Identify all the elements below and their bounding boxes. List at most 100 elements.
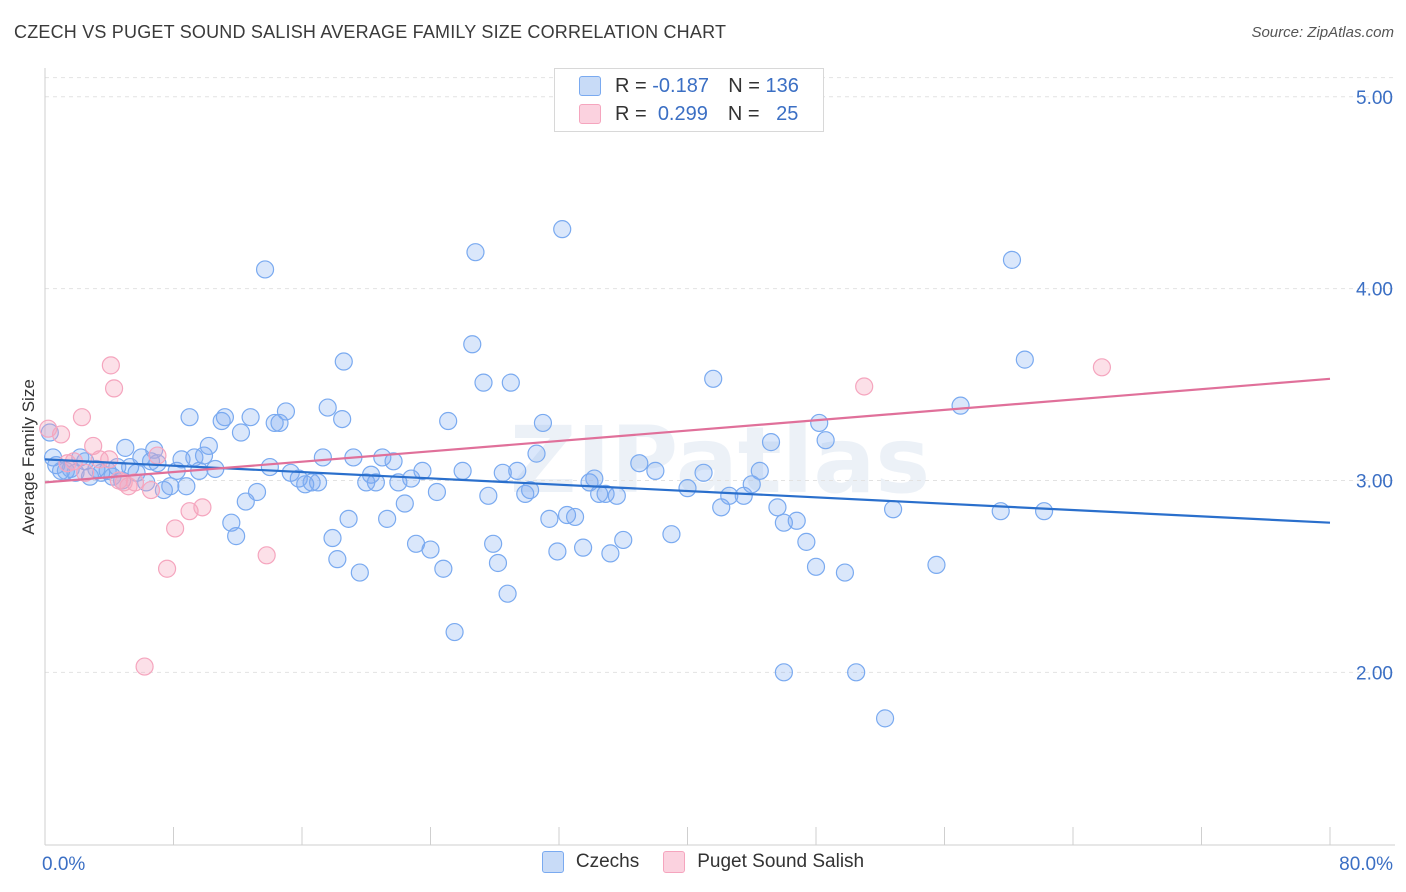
n-value: 136 [765, 74, 799, 97]
data-point [328, 550, 347, 569]
data-point [806, 557, 826, 576]
data-point [313, 448, 332, 467]
data-point [1015, 350, 1034, 369]
data-point [466, 243, 485, 262]
data-point [761, 433, 781, 452]
source-label: Source: ZipAtlas.com [1251, 24, 1394, 41]
data-point [855, 377, 874, 396]
data-point [378, 509, 397, 528]
n-label: N = [728, 74, 760, 97]
data-point [90, 450, 109, 469]
data-point [58, 454, 77, 473]
data-point [141, 480, 161, 500]
data-point [774, 663, 793, 682]
data-point [540, 509, 559, 528]
legend-label: Puget Sound Salish [697, 851, 865, 872]
data-point [548, 542, 567, 561]
data-point [694, 463, 713, 482]
watermark: ZIPatlas [510, 407, 930, 514]
r-label: R = [615, 74, 647, 97]
data-point [421, 540, 440, 559]
data-point [742, 475, 761, 494]
data-point [614, 530, 633, 550]
data-point [553, 220, 572, 239]
data-point [646, 461, 665, 480]
legend-row-czechs: R = -0.187 N = 136 [579, 73, 799, 99]
legend-row-salish: R = 0.299 N = 25 [579, 101, 798, 127]
data-point [720, 486, 739, 505]
y-axis-label: Average Family Size [19, 379, 38, 535]
data-point [427, 482, 447, 502]
data-point [1092, 358, 1112, 377]
legend-label: Czechs [575, 851, 640, 872]
data-point [520, 480, 540, 500]
data-point [51, 425, 71, 444]
data-point [479, 486, 498, 505]
data-point [678, 479, 697, 498]
x-tick-label-min: 0.0% [42, 854, 85, 875]
data-point [384, 452, 403, 471]
data-point [607, 486, 626, 505]
y-tick-label: 2.00 [1356, 663, 1393, 684]
data-point [125, 473, 145, 492]
data-point [101, 356, 120, 375]
data-point [247, 482, 267, 502]
data-point [308, 473, 328, 492]
data-point [498, 584, 517, 603]
x-tick-label-max: 80.0% [1339, 854, 1393, 875]
data-point [72, 408, 92, 427]
data-point [333, 409, 352, 429]
data-point [199, 436, 218, 456]
data-point [193, 498, 212, 517]
y-tick-label: 5.00 [1356, 88, 1393, 109]
data-point [590, 484, 609, 504]
data-point [413, 461, 432, 480]
data-point [662, 525, 681, 544]
data-point [847, 663, 866, 682]
legend-item-salish: Puget Sound Salish [663, 851, 864, 873]
data-point [323, 528, 342, 548]
data-point [533, 413, 553, 433]
czechs-legend-swatch [541, 851, 564, 873]
data-point [145, 440, 164, 459]
data-point [453, 461, 472, 480]
data-point [339, 509, 358, 528]
data-point [265, 413, 284, 433]
data-point [596, 484, 615, 504]
correlation-legend: R = -0.187 N = 136 R = 0.299 N = 25 [554, 68, 824, 132]
data-point [501, 373, 520, 392]
data-point [1002, 250, 1022, 269]
data-point [585, 469, 604, 488]
data-point [241, 408, 260, 427]
data-point [797, 532, 816, 551]
data-point [135, 657, 154, 676]
data-point [270, 413, 289, 433]
czechs-swatch [579, 76, 601, 96]
data-point [927, 555, 946, 574]
data-point [177, 477, 196, 496]
r-label: R = [615, 102, 647, 125]
data-point [227, 527, 246, 546]
data-point [527, 444, 546, 463]
data-point [350, 563, 369, 582]
data-point [463, 335, 482, 354]
data-point [630, 454, 649, 473]
n-value: 25 [776, 102, 799, 125]
data-point [565, 507, 585, 527]
salish-swatch [579, 104, 601, 124]
data-point [366, 473, 385, 492]
data-point [257, 546, 276, 565]
data-point [434, 559, 453, 578]
y-tick-label: 4.00 [1356, 280, 1393, 301]
data-point [215, 408, 234, 427]
data-point [816, 431, 835, 450]
data-point [194, 446, 214, 465]
data-point [883, 500, 903, 519]
data-point [484, 534, 503, 553]
data-point [180, 408, 199, 427]
data-point [768, 498, 787, 517]
r-value: -0.187 [652, 74, 709, 97]
data-point [302, 473, 321, 492]
data-point [276, 402, 296, 421]
